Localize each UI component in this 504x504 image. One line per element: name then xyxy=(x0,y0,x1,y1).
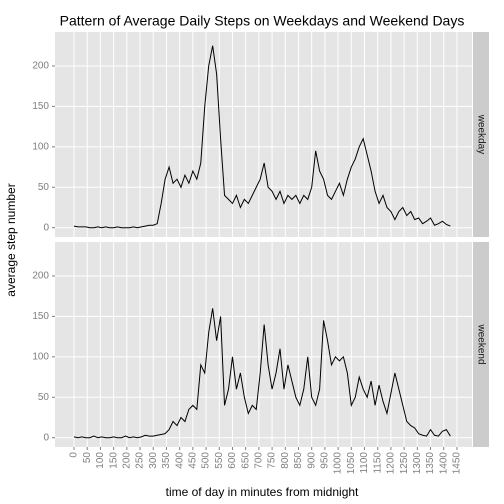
x-tick-label: 600 xyxy=(227,452,238,469)
facet-label: weekday xyxy=(475,114,486,154)
x-tick-label: 1300 xyxy=(412,452,423,475)
x-tick-label: 300 xyxy=(148,452,159,469)
x-tick-label: 750 xyxy=(267,452,278,469)
y-tick-label: 150 xyxy=(32,311,49,322)
x-tick-label: 200 xyxy=(121,452,132,469)
y-tick-label: 50 xyxy=(38,392,50,403)
x-tick-label: 50 xyxy=(82,452,93,464)
x-tick-label: 400 xyxy=(174,452,185,469)
x-tick-label: 850 xyxy=(293,452,304,469)
facet-label: weekend xyxy=(475,323,486,364)
x-tick-label: 450 xyxy=(187,452,198,469)
x-tick-label: 1250 xyxy=(399,452,410,475)
x-tick-label: 900 xyxy=(306,452,317,469)
chart-title: Pattern of Average Daily Steps on Weekda… xyxy=(60,13,465,29)
y-tick-label: 0 xyxy=(43,432,49,443)
x-tick-label: 1000 xyxy=(333,452,344,475)
x-tick-label: 350 xyxy=(161,452,172,469)
x-tick-label: 800 xyxy=(280,452,291,469)
facet-strip xyxy=(473,242,489,447)
y-tick-label: 100 xyxy=(32,141,49,152)
x-tick-label: 250 xyxy=(135,452,146,469)
x-tick-label: 1150 xyxy=(372,452,383,474)
x-tick-label: 950 xyxy=(320,452,331,469)
x-tick-label: 1350 xyxy=(425,452,436,475)
data-line xyxy=(73,308,451,439)
x-tick-label: 1450 xyxy=(452,452,463,475)
x-tick-label: 0 xyxy=(69,452,80,458)
x-tick-label: 1100 xyxy=(359,452,370,474)
x-tick-label: 150 xyxy=(108,452,119,469)
y-tick-label: 0 xyxy=(43,222,49,233)
x-tick-label: 1400 xyxy=(438,452,449,475)
y-tick-label: 100 xyxy=(32,351,49,362)
y-tick-label: 50 xyxy=(38,182,50,193)
panel-background xyxy=(55,32,472,237)
x-tick-label: 700 xyxy=(254,452,265,469)
x-axis-title: time of day in minutes from midnight xyxy=(166,485,359,499)
y-axis-title: average step number xyxy=(4,183,18,296)
facet-strip xyxy=(473,32,489,237)
x-tick-label: 1200 xyxy=(386,452,397,475)
x-tick-label: 100 xyxy=(95,452,106,469)
x-tick-label: 550 xyxy=(214,452,225,469)
panel-background xyxy=(55,242,472,447)
y-tick-label: 200 xyxy=(32,271,49,282)
y-tick-label: 200 xyxy=(32,61,49,72)
y-tick-label: 150 xyxy=(32,101,49,112)
x-tick-label: 650 xyxy=(240,452,251,469)
data-line xyxy=(73,45,451,229)
x-tick-label: 500 xyxy=(201,452,212,469)
x-tick-label: 1050 xyxy=(346,452,357,475)
